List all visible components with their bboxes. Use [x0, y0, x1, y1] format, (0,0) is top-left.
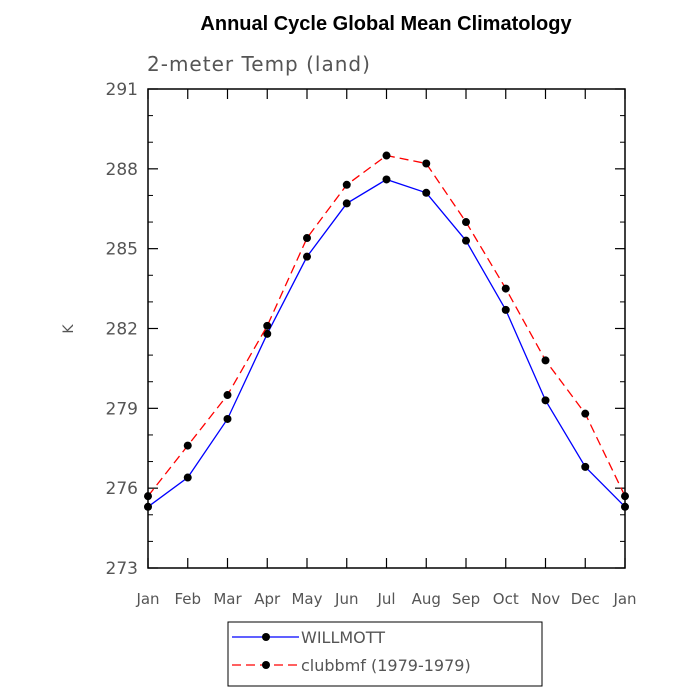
y-tick-label: 285: [106, 240, 138, 260]
x-ticks: Jan Feb Mar Apr May Jun Jul Aug Sep Oct Nov Dec Jan: [135, 89, 637, 608]
series-point: [144, 502, 152, 511]
series-point: [541, 356, 550, 365]
series-point: [501, 305, 510, 314]
series-point: [581, 409, 590, 418]
y-tick-label: 282: [106, 320, 138, 340]
x-tick-label: Aug: [412, 590, 441, 608]
series-point: [462, 236, 470, 245]
x-tick-label: Jul: [376, 590, 395, 608]
series-point: [223, 391, 232, 400]
series-point: [263, 321, 272, 330]
series-layer: [144, 151, 629, 511]
series-line: [147, 154, 626, 497]
series-point: [183, 473, 192, 482]
series-point: [621, 492, 629, 501]
legend-label: WILLMOTT: [301, 628, 385, 647]
series-point: [144, 492, 152, 501]
series-point: [263, 329, 272, 338]
x-tick-label: Feb: [174, 590, 201, 608]
y-tick-label: 279: [106, 399, 138, 419]
y-tick-label: 273: [106, 559, 138, 579]
legend-marker: [262, 633, 270, 641]
chart-subtitle: 2-meter Temp (land): [147, 52, 371, 76]
series-point: [541, 396, 550, 405]
legend-box: [227, 621, 543, 687]
series-point: [462, 218, 470, 227]
series-line: [147, 178, 626, 508]
x-tick-label: Jun: [334, 590, 358, 608]
x-tick-label: Jan: [135, 590, 159, 608]
series-point: [342, 199, 351, 208]
x-tick-label: Nov: [531, 590, 560, 608]
series-point: [342, 180, 351, 189]
series-point: [501, 284, 510, 293]
plot-frame: [147, 88, 626, 569]
y-tick-label: 276: [106, 479, 138, 499]
legend-label: clubbmf (1979-1979): [301, 656, 471, 675]
chart-title: Annual Cycle Global Mean Climatology: [200, 13, 572, 35]
series-point: [303, 234, 311, 243]
series-point: [382, 151, 391, 160]
series-point: [422, 159, 431, 168]
x-tick-label: Sep: [452, 590, 480, 608]
x-tick-label: Jan: [612, 590, 636, 608]
y-tick-label: 288: [106, 160, 138, 180]
x-tick-label: Dec: [571, 590, 600, 608]
legend-marker: [262, 661, 270, 669]
series-point: [223, 414, 232, 423]
series-point: [581, 462, 590, 471]
x-tick-label: Oct: [493, 590, 519, 608]
series-point: [422, 188, 431, 197]
x-tick-label: Mar: [213, 590, 242, 608]
series-point: [303, 252, 311, 261]
y-axis-label: K: [61, 324, 77, 334]
x-tick-label: May: [291, 590, 322, 608]
y-tick-label: 291: [106, 80, 138, 100]
series-point: [621, 502, 629, 511]
x-tick-label: Apr: [254, 590, 281, 608]
legend: WILLMOTT clubbmf (1979-1979): [227, 621, 543, 687]
series-point: [382, 175, 391, 184]
y-ticks: 273 276 279 282 285 288 291: [106, 80, 625, 579]
series-point: [183, 441, 192, 450]
